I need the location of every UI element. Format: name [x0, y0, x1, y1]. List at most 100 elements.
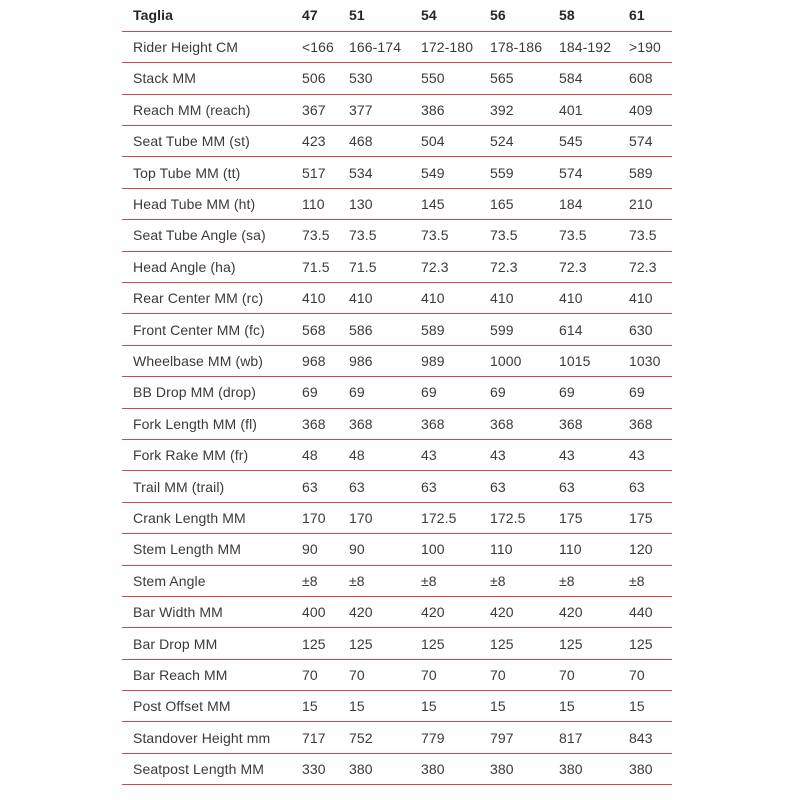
row-value: 90 [349, 533, 421, 566]
row-value: 15 [302, 690, 349, 723]
row-value: 534 [349, 156, 421, 189]
table-row: Wheelbase MM (wb) 968 986 989 1000 1015 … [122, 345, 672, 378]
row-value: 400 [302, 596, 349, 629]
header-size-61: 61 [629, 0, 672, 32]
row-value: 368 [421, 408, 490, 440]
row-value: 968 [302, 345, 349, 378]
table-row: Fork Length MM (fl) 368 368 368 368 368 … [122, 408, 672, 440]
row-value: 410 [349, 282, 421, 315]
row-value: ±8 [490, 565, 559, 597]
row-value: 420 [559, 596, 629, 629]
row-value: 368 [629, 408, 672, 440]
table-row: Seat Tube MM (st) 423 468 504 524 545 57… [122, 125, 672, 158]
row-value: 172-180 [421, 31, 490, 64]
table-row: Bar Reach MM 70 70 70 70 70 70 [122, 659, 672, 692]
row-label: Stem Angle [122, 565, 302, 597]
row-value: 125 [629, 627, 672, 660]
row-label: Fork Rake MM (fr) [122, 439, 302, 472]
row-value: 70 [421, 659, 490, 692]
row-value: 48 [349, 439, 421, 472]
row-value: 100 [421, 533, 490, 566]
table-row: Bar Width MM 400 420 420 420 420 440 [122, 596, 672, 629]
row-value: 423 [302, 125, 349, 158]
row-value: 184 [559, 188, 629, 221]
row-value: 574 [559, 156, 629, 189]
row-value: 586 [349, 313, 421, 346]
header-size-47: 47 [302, 0, 349, 32]
row-value: 110 [559, 533, 629, 566]
row-value: 409 [629, 94, 672, 127]
row-value: 330 [302, 753, 349, 786]
row-value: 43 [559, 439, 629, 472]
row-value: 380 [559, 753, 629, 786]
row-label: Seat Tube MM (st) [122, 125, 302, 158]
row-value: 73.5 [302, 219, 349, 252]
row-value: 1030 [629, 345, 672, 378]
row-value: 63 [302, 470, 349, 503]
row-value: 70 [559, 659, 629, 692]
row-value: 986 [349, 345, 421, 378]
header-size-58: 58 [559, 0, 629, 32]
row-value: 73.5 [349, 219, 421, 252]
row-value: 410 [421, 282, 490, 315]
row-value: 599 [490, 313, 559, 346]
row-value: 69 [302, 376, 349, 409]
table-row: Top Tube MM (tt) 517 534 549 559 574 589 [122, 156, 672, 189]
row-value: 574 [629, 125, 672, 158]
row-value: ±8 [421, 565, 490, 597]
row-value: ±8 [302, 565, 349, 597]
row-value: 410 [629, 282, 672, 315]
row-value: 386 [421, 94, 490, 127]
row-value: 504 [421, 125, 490, 158]
row-value: 368 [490, 408, 559, 440]
row-value: 175 [629, 502, 672, 535]
row-value: 410 [490, 282, 559, 315]
row-value: 70 [302, 659, 349, 692]
row-value: 70 [629, 659, 672, 692]
row-value: 63 [490, 470, 559, 503]
row-value: >190 [629, 31, 672, 64]
row-value: 73.5 [629, 219, 672, 252]
row-value: 367 [302, 94, 349, 127]
table-header-row: Taglia 47 51 54 56 58 61 [122, 0, 672, 32]
row-value: 368 [559, 408, 629, 440]
row-label: Crank Length MM [122, 502, 302, 535]
row-value: 380 [490, 753, 559, 786]
header-size-54: 54 [421, 0, 490, 32]
row-value: 779 [421, 721, 490, 754]
row-value: 717 [302, 721, 349, 754]
row-value: 401 [559, 94, 629, 127]
row-value: 73.5 [559, 219, 629, 252]
row-value: 989 [421, 345, 490, 378]
row-label: Bar Reach MM [122, 659, 302, 692]
row-value: 70 [349, 659, 421, 692]
row-value: ±8 [559, 565, 629, 597]
row-value: 72.3 [559, 251, 629, 284]
row-value: 110 [490, 533, 559, 566]
row-value: 72.3 [421, 251, 490, 284]
row-value: 170 [349, 502, 421, 535]
row-label: Wheelbase MM (wb) [122, 345, 302, 378]
row-label: Front Center MM (fc) [122, 313, 302, 346]
row-value: 420 [490, 596, 559, 629]
row-label: Post Offset MM [122, 690, 302, 723]
table-row: Head Angle (ha) 71.5 71.5 72.3 72.3 72.3… [122, 251, 672, 284]
row-value: 71.5 [302, 251, 349, 284]
table-row: Post Offset MM 15 15 15 15 15 15 [122, 690, 672, 723]
row-label: Head Tube MM (ht) [122, 188, 302, 221]
row-label: Fork Length MM (fl) [122, 408, 302, 440]
table-row: Rider Height CM <166 166-174 172-180 178… [122, 31, 672, 64]
row-value: 589 [421, 313, 490, 346]
row-value: 524 [490, 125, 559, 158]
row-value: 752 [349, 721, 421, 754]
row-value: 43 [490, 439, 559, 472]
table-row: Rear Center MM (rc) 410 410 410 410 410 … [122, 282, 672, 315]
row-value: 440 [629, 596, 672, 629]
table-row: Stack MM 506 530 550 565 584 608 [122, 62, 672, 95]
table-row: Standover Height mm 717 752 779 797 817 … [122, 721, 672, 754]
row-value: 69 [490, 376, 559, 409]
table-row: BB Drop MM (drop) 69 69 69 69 69 69 [122, 376, 672, 409]
row-value: ±8 [349, 565, 421, 597]
row-value: 43 [629, 439, 672, 472]
